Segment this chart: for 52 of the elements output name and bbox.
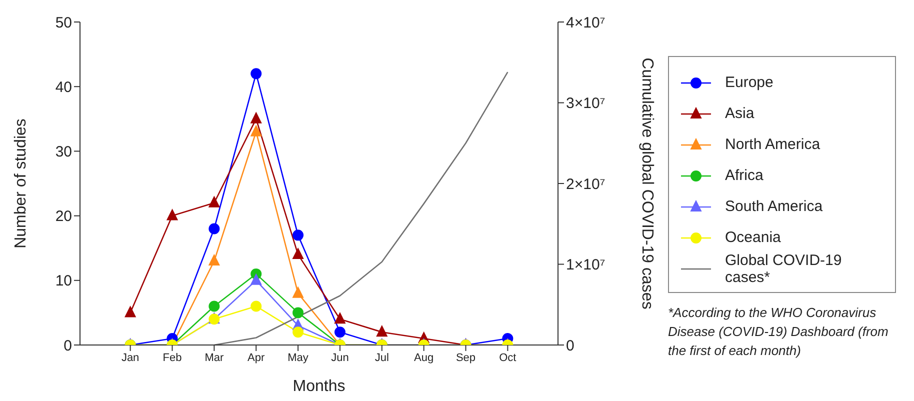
legend-label: Africa [725,167,764,184]
x-tick-label: Sep [456,352,476,364]
x-tick-label: Aug [414,352,434,364]
legend-label: Asia [725,105,754,122]
point [250,274,262,285]
y2-tick-label: 4×10⁷ [566,14,606,32]
point [292,248,304,260]
point [208,300,220,312]
text: *According to the WHO Coronavirus Disease (COVID-19) Dashboard (from the first of each month) [668,304,890,360]
point [250,125,262,136]
point [250,300,262,312]
legend-label: Oceania [725,229,781,246]
y2-tick-label: 1×10⁷ [566,256,606,274]
point [250,112,262,124]
y-axis-title: Number of studies [12,118,30,248]
point [292,326,304,338]
point [166,209,178,220]
y-tick-label: 20 [55,208,72,226]
y2-axis-title: Cumulative global COVID-19 cases [638,58,656,310]
line-series [214,71,508,345]
y-tick-label: 10 [55,272,72,290]
legend-label: Global COVID-19 cases* [725,252,843,286]
x-tick-label: Oct [499,352,516,364]
point [208,254,220,266]
x-tick-label: Mar [204,352,224,364]
x-tick-label: Jul [374,352,389,364]
point [292,230,304,241]
y-tick-label: 30 [55,144,72,161]
point [334,326,346,338]
y2-tick-label: 0 [566,337,574,354]
x-tick-label: Jun [331,352,349,364]
y2-tick-label: 2×10⁷ [566,176,606,193]
x-axis-title: Months [292,378,346,395]
x-tick-label: Apr [248,352,265,364]
point [124,306,136,318]
point [376,326,388,337]
point [208,196,220,208]
legend-label: North America [725,136,820,153]
point [334,312,346,324]
y2-tick-label: 3×10⁷ [566,95,606,112]
point [250,68,262,80]
legend-label: South America [725,198,823,215]
legend-label: Europe [725,74,774,91]
x-tick-label: Jan [121,352,140,364]
y-tick-label: 50 [55,14,72,32]
point [292,286,304,298]
y-tick-label: 0 [64,337,72,354]
y-tick-label: 40 [55,78,72,96]
x-tick-label: Feb [162,352,182,364]
point [208,223,220,234]
point [292,307,304,318]
x-tick-label: May [288,352,309,364]
